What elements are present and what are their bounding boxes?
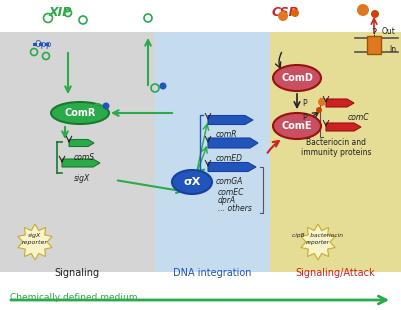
Text: comC: comC	[348, 113, 370, 122]
Text: Signaling: Signaling	[55, 268, 99, 278]
Bar	[45, 43, 49, 46]
Circle shape	[103, 103, 109, 109]
Bar	[0, 32, 155, 272]
Circle shape	[371, 10, 379, 18]
Text: In: In	[389, 45, 396, 54]
Text: ComD: ComD	[281, 73, 313, 83]
Text: ComE: ComE	[282, 121, 312, 131]
Text: Opp: Opp	[34, 40, 52, 49]
Text: Signaling/Attack: Signaling/Attack	[295, 268, 375, 278]
Text: CSP: CSP	[271, 6, 298, 19]
Bar	[155, 32, 270, 272]
Bar	[367, 36, 381, 54]
Text: P: P	[302, 100, 307, 108]
Text: comS: comS	[73, 153, 95, 162]
Ellipse shape	[172, 170, 212, 194]
Text: comR: comR	[216, 130, 237, 139]
FancyArrow shape	[208, 116, 253, 125]
Text: P: P	[302, 113, 307, 122]
FancyArrow shape	[208, 138, 258, 148]
FancyArrow shape	[208, 162, 256, 171]
Text: comED: comED	[216, 154, 243, 163]
FancyArrow shape	[326, 123, 361, 131]
FancyArrow shape	[62, 159, 100, 167]
Text: ?: ?	[371, 28, 377, 38]
Bar	[33, 43, 37, 46]
Text: comEC: comEC	[218, 188, 245, 197]
Circle shape	[316, 107, 322, 113]
Ellipse shape	[273, 65, 321, 91]
Text: ComR: ComR	[64, 108, 96, 118]
Text: DNA integration: DNA integration	[173, 268, 251, 278]
Text: sigX
reporter: sigX reporter	[22, 233, 48, 245]
Text: Bacteriocin and
immunity proteins: Bacteriocin and immunity proteins	[301, 138, 371, 157]
Polygon shape	[18, 224, 52, 260]
Text: comGA: comGA	[216, 177, 243, 186]
Text: Chemically defined medium: Chemically defined medium	[10, 293, 138, 302]
Text: XIP: XIP	[48, 6, 72, 19]
Circle shape	[278, 11, 288, 21]
Text: dprA: dprA	[218, 196, 236, 205]
Text: Out: Out	[382, 27, 396, 36]
Ellipse shape	[273, 113, 321, 139]
Text: sigX: sigX	[74, 174, 90, 183]
Polygon shape	[301, 224, 335, 260]
Bar	[39, 43, 43, 46]
Circle shape	[357, 4, 369, 16]
Circle shape	[318, 98, 326, 106]
Ellipse shape	[51, 102, 109, 124]
FancyArrow shape	[326, 99, 354, 107]
Circle shape	[291, 9, 299, 17]
FancyArrow shape	[69, 140, 94, 147]
Circle shape	[160, 82, 166, 90]
Text: cipB   bacteriocin
reporter: cipB bacteriocin reporter	[292, 233, 344, 245]
Text: ... others: ... others	[218, 204, 252, 213]
Text: σX: σX	[183, 177, 200, 187]
Bar	[270, 32, 401, 272]
